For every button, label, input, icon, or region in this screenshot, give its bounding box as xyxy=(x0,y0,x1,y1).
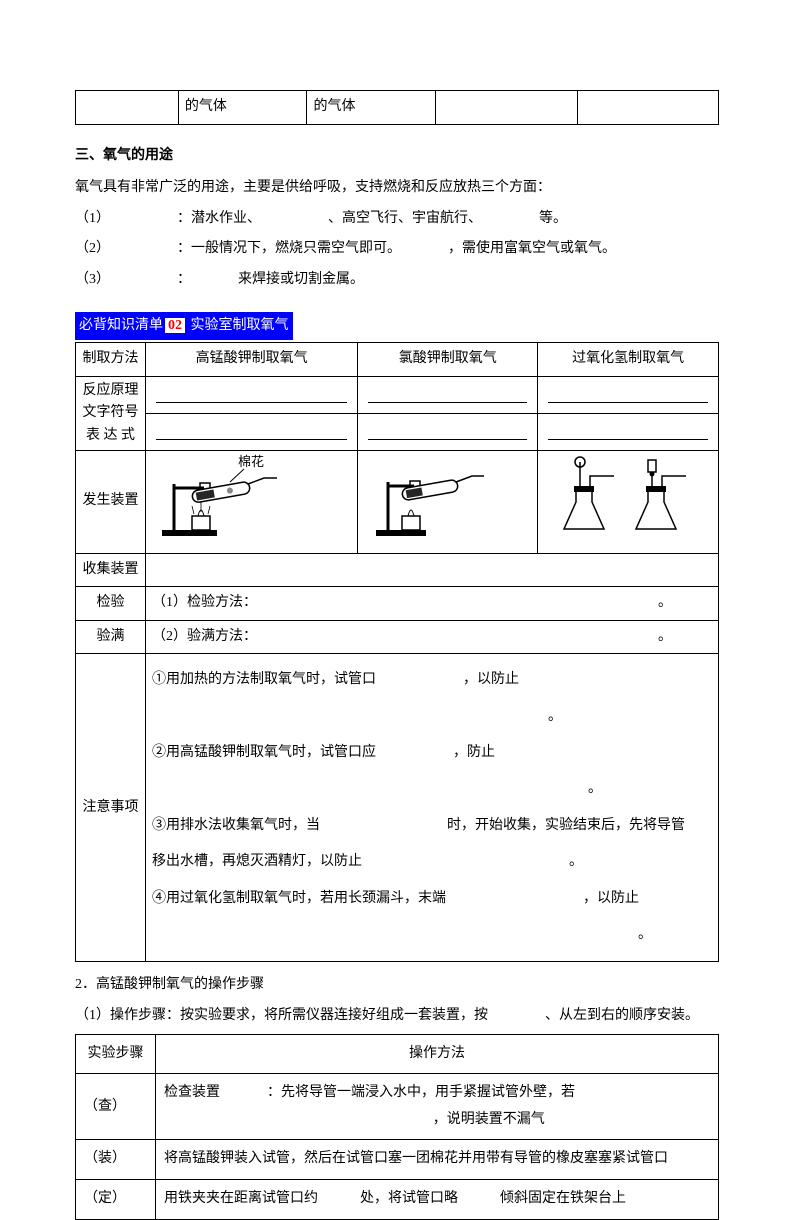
section-3-intro: 氧气具有非常广泛的用途，主要是供给呼吸，支持燃烧和反应放热三个方面： xyxy=(75,175,719,202)
prep-hdr-h2o2: 过氧化氢制取氧气 xyxy=(538,343,719,377)
period: 。 xyxy=(658,624,672,651)
note-3c: 移出水槽，再熄灭酒精灯，以防止 xyxy=(152,854,362,869)
check-text: （1）检验方法： xyxy=(152,595,257,610)
note-3b: 时，开始收集，实验结束后，先将导管 xyxy=(447,818,685,833)
step2-p1: （1）操作步骤：按实验要求，将所需仪器连接好组成一套装置，按 xyxy=(75,1008,488,1023)
uses-2-c: ，需使用富氧空气或氧气。 xyxy=(448,241,616,256)
step-ding-c: 处，将试管口略 xyxy=(360,1191,458,1206)
prep-hdr-method: 制取方法 xyxy=(76,343,146,377)
bar-pre: 必背知识清单 xyxy=(79,318,163,333)
uses-3-b: ： xyxy=(177,272,191,287)
prep-row-principle: 反应原理 xyxy=(82,380,139,402)
uses-line-2: （2） ：一般情况下，燃烧只需空气即可。 ，需使用富氧空气或氧气。 xyxy=(75,236,719,263)
apparatus-kclo3 xyxy=(358,450,538,553)
step2-heading: 2．高锰酸钾制氧气的操作步骤 xyxy=(75,972,719,999)
steps-hdr-2: 操作方法 xyxy=(156,1034,719,1074)
blank-line xyxy=(368,420,527,440)
apparatus-h2o2 xyxy=(538,450,719,553)
note-2b: ，防止 xyxy=(453,745,495,760)
period: 。 xyxy=(658,590,672,617)
top-fragment-table: 的气体 的气体 xyxy=(75,90,719,125)
step2-p2: 、从左到右的顺序安装。 xyxy=(545,1008,699,1023)
apparatus-kclo3-icon xyxy=(364,454,494,539)
notes-cell: ①用加热的方法制取氧气时，试管口 ，以防止 。 ②用高锰酸钾制取氧气时，试管口应… xyxy=(146,654,719,962)
prep-row-notes: 注意事项 xyxy=(76,654,146,962)
verify-text: （2）验满方法： xyxy=(152,629,257,644)
uses-1-idx: （1） xyxy=(75,211,110,226)
top-cell-1: 的气体 xyxy=(178,91,307,125)
blank-line xyxy=(548,420,708,440)
step-ding-body: 用铁夹夹在距离试管口约 处，将试管口略 倾斜固定在铁架台上 xyxy=(156,1179,719,1219)
prep-hdr-kclo3: 氯酸钾制取氧气 xyxy=(358,343,538,377)
period: 。 xyxy=(569,854,583,869)
blank-line xyxy=(548,383,708,403)
prep-row-expr-b: 表 达 式 xyxy=(82,425,139,447)
step-cha-body: 检查装置 ：先将导管一端浸入水中，用手紧握试管外壁，若 ，说明装置不漏气 xyxy=(156,1074,719,1140)
uses-1-c: 、高空飞行、宇宙航行、 xyxy=(328,211,482,226)
prep-row-collect: 收集装置 xyxy=(76,553,146,587)
uses-2-idx: （2） xyxy=(75,241,110,256)
step-cha-d: ，说明装置不漏气 xyxy=(433,1112,545,1127)
step-cha-b: 检查装置 xyxy=(164,1085,220,1100)
top-cell-2: 的气体 xyxy=(307,91,436,125)
steps-table: 实验步骤 操作方法 （查） 检查装置 ：先将导管一端浸入水中，用手紧握试管外壁，… xyxy=(75,1034,719,1220)
uses-line-1: （1） ：潜水作业、 、高空飞行、宇宙航行、 等。 xyxy=(75,206,719,233)
section-3-heading: 三、氧气的用途 xyxy=(75,143,719,170)
uses-1-d: 等。 xyxy=(539,211,567,226)
period: 。 xyxy=(548,709,562,724)
period: 。 xyxy=(638,927,652,942)
apparatus-kmno4: 棉花 xyxy=(146,450,358,553)
step2-para: （1）操作步骤：按实验要求，将所需仪器连接好组成一套装置，按 、从左到右的顺序安… xyxy=(75,1003,719,1030)
knowledge-bar: 必背知识清单02 实验室制取氧气 xyxy=(75,298,719,343)
note-2a: ②用高锰酸钾制取氧气时，试管口应 xyxy=(152,745,376,760)
preparation-table: 制取方法 高锰酸钾制取氧气 氯酸钾制取氧气 过氧化氢制取氧气 反应原理 文字符号… xyxy=(75,342,719,962)
apparatus-kmno4-icon: 棉花 xyxy=(152,454,302,539)
blank-line xyxy=(156,420,347,440)
blank-line xyxy=(368,383,527,403)
step-zhuang-body: 将高锰酸钾装入试管，然后在试管口塞一团棉花并用带有导管的橡皮塞塞紧试管口 xyxy=(156,1140,719,1180)
note-3a: ③用排水法收集氧气时，当 xyxy=(152,818,320,833)
bar-post: 实验室制取氧气 xyxy=(187,318,289,333)
period: 。 xyxy=(588,781,602,796)
step-ding-d: 倾斜固定在铁架台上 xyxy=(500,1191,626,1206)
svg-text:棉花: 棉花 xyxy=(238,454,264,469)
note-1b: ，以防止 xyxy=(463,672,519,687)
uses-3-c: 来焊接或切割金属。 xyxy=(238,272,364,287)
note-4a: ④用过氧化氢制取氧气时，若用长颈漏斗，末端 xyxy=(152,891,446,906)
step-zhuang: （装） xyxy=(76,1140,156,1180)
prep-row-verify: 验满 xyxy=(76,620,146,654)
note-1a: ①用加热的方法制取氧气时，试管口 xyxy=(152,672,376,687)
step-ding-b: 用铁夹夹在距离试管口约 xyxy=(164,1191,318,1206)
uses-1-b: ：潜水作业、 xyxy=(177,211,261,226)
blank-line xyxy=(156,383,347,403)
step-ding: （定） xyxy=(76,1179,156,1219)
step-cha-c: ：先将导管一端浸入水中，用手紧握试管外壁，若 xyxy=(267,1085,575,1100)
note-4b: ，以防止 xyxy=(583,891,639,906)
bar-num: 02 xyxy=(165,318,185,333)
prep-row-check: 检验 xyxy=(76,587,146,621)
uses-3-idx: （3） xyxy=(75,272,110,287)
prep-row-generator: 发生装置 xyxy=(76,450,146,553)
uses-2-b: ：一般情况下，燃烧只需空气即可。 xyxy=(177,241,401,256)
uses-line-3: （3） ： 来焊接或切割金属。 xyxy=(75,267,719,294)
prep-hdr-kmno4: 高锰酸钾制取氧气 xyxy=(146,343,358,377)
step-cha: （查） xyxy=(76,1074,156,1140)
steps-hdr-1: 实验步骤 xyxy=(76,1034,156,1074)
prep-row-expr-a: 文字符号 xyxy=(82,402,139,424)
apparatus-h2o2-icon xyxy=(544,454,704,539)
